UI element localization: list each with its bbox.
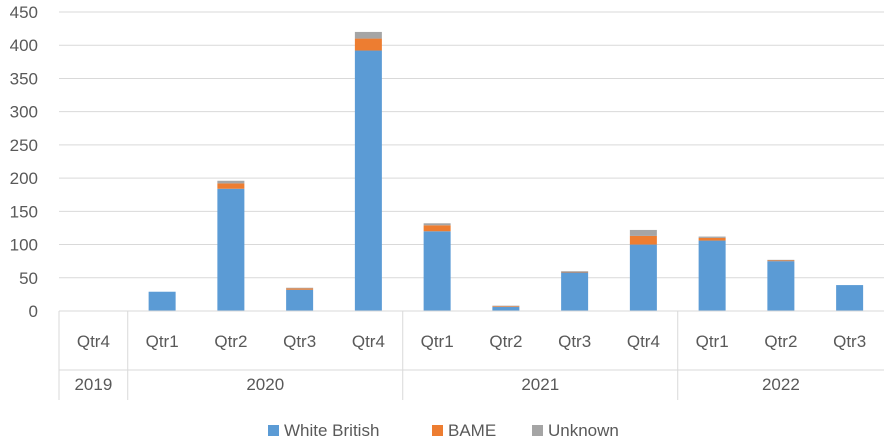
- bar-segment-bame: [698, 237, 726, 241]
- bar-segment-unknown: [561, 271, 589, 272]
- bar-segment-bame: [423, 225, 451, 232]
- y-tick-label: 150: [10, 202, 38, 221]
- bar-segment-bame: [354, 38, 382, 51]
- legend-label: BAME: [448, 421, 496, 440]
- bar-segment-white-british: [217, 188, 245, 311]
- x-category-label: Qtr4: [352, 332, 385, 351]
- bar-segment-white-british: [767, 261, 795, 311]
- bar-segment-unknown: [354, 31, 382, 39]
- y-tick-label: 50: [19, 269, 38, 288]
- bar-segment-white-british: [492, 307, 520, 311]
- bar-segment-white-british: [286, 289, 314, 311]
- legend-swatch-white-british: [268, 425, 279, 436]
- bar-segment-unknown: [698, 236, 726, 238]
- bar-segment-bame: [286, 288, 314, 290]
- bar-segment-unknown: [492, 305, 520, 307]
- x-category-label: Qtr2: [764, 332, 797, 351]
- bar-segment-white-british: [629, 244, 657, 311]
- x-category-label: Qtr1: [421, 332, 454, 351]
- bar-segment-white-british: [836, 285, 864, 311]
- bar-segment-white-british: [354, 50, 382, 311]
- bar-segment-white-british: [698, 240, 726, 311]
- bar-segment-white-british: [148, 291, 176, 311]
- legend-swatch-bame: [432, 425, 443, 436]
- x-group-label: 2019: [74, 375, 112, 394]
- bar-segment-bame: [767, 260, 795, 262]
- legend-label: White British: [284, 421, 379, 440]
- y-tick-label: 0: [29, 302, 38, 321]
- bar-segment-unknown: [629, 229, 657, 236]
- bar-segment-bame: [492, 306, 520, 308]
- legend-label: Unknown: [548, 421, 619, 440]
- bar-segment-white-british: [423, 231, 451, 311]
- bar-segment-unknown: [767, 259, 795, 261]
- y-tick-label: 300: [10, 103, 38, 122]
- x-category-label: Qtr4: [77, 332, 110, 351]
- bar-segment-white-british: [561, 272, 589, 311]
- y-tick-label: 250: [10, 136, 38, 155]
- y-tick-label: 200: [10, 169, 38, 188]
- bar-segment-bame: [629, 235, 657, 245]
- bar-segment-bame: [561, 271, 589, 273]
- y-tick-label: 350: [10, 69, 38, 88]
- bar-segment-unknown: [217, 180, 245, 184]
- x-category-label: Qtr3: [558, 332, 591, 351]
- x-category-label: Qtr1: [146, 332, 179, 351]
- bar-segment-bame: [217, 183, 245, 189]
- x-category-label: Qtr2: [214, 332, 247, 351]
- x-group-label: 2020: [246, 375, 284, 394]
- x-group-label: 2021: [521, 375, 559, 394]
- bar-segment-unknown: [286, 287, 314, 289]
- legend-swatch-unknown: [532, 425, 543, 436]
- y-tick-label: 400: [10, 36, 38, 55]
- y-tick-label: 100: [10, 236, 38, 255]
- x-category-label: Qtr1: [696, 332, 729, 351]
- y-tick-label: 450: [10, 3, 38, 22]
- x-category-label: Qtr3: [833, 332, 866, 351]
- x-group-label: 2022: [762, 375, 800, 394]
- bar-segment-unknown: [423, 223, 451, 226]
- x-category-label: Qtr2: [489, 332, 522, 351]
- x-category-label: Qtr3: [283, 332, 316, 351]
- x-category-label: Qtr4: [627, 332, 660, 351]
